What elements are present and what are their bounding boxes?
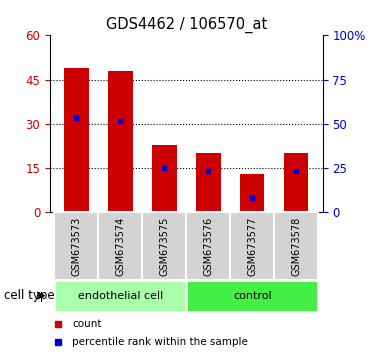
Bar [187, 280, 318, 312]
Bar [55, 280, 187, 312]
Bar [187, 212, 230, 280]
Text: GSM673578: GSM673578 [291, 216, 301, 276]
Bar [230, 212, 275, 280]
Bar [65, 68, 89, 212]
Bar [98, 212, 142, 280]
Text: percentile rank within the sample: percentile rank within the sample [72, 337, 248, 347]
Text: control: control [233, 291, 272, 301]
Text: GSM673573: GSM673573 [72, 216, 82, 276]
Text: GSM673577: GSM673577 [247, 216, 257, 276]
Bar [108, 71, 132, 212]
Bar [142, 212, 187, 280]
Title: GDS4462 / 106570_at: GDS4462 / 106570_at [106, 16, 267, 33]
Bar [240, 174, 265, 212]
Bar [152, 144, 177, 212]
Text: GSM673575: GSM673575 [160, 216, 170, 276]
Bar [196, 153, 220, 212]
Text: endothelial cell: endothelial cell [78, 291, 163, 301]
Text: count: count [72, 319, 101, 329]
Bar [275, 212, 318, 280]
Text: GSM673576: GSM673576 [203, 216, 213, 276]
Bar [55, 212, 98, 280]
Text: GSM673574: GSM673574 [115, 216, 125, 276]
Bar [284, 153, 308, 212]
Text: cell type: cell type [4, 289, 54, 302]
